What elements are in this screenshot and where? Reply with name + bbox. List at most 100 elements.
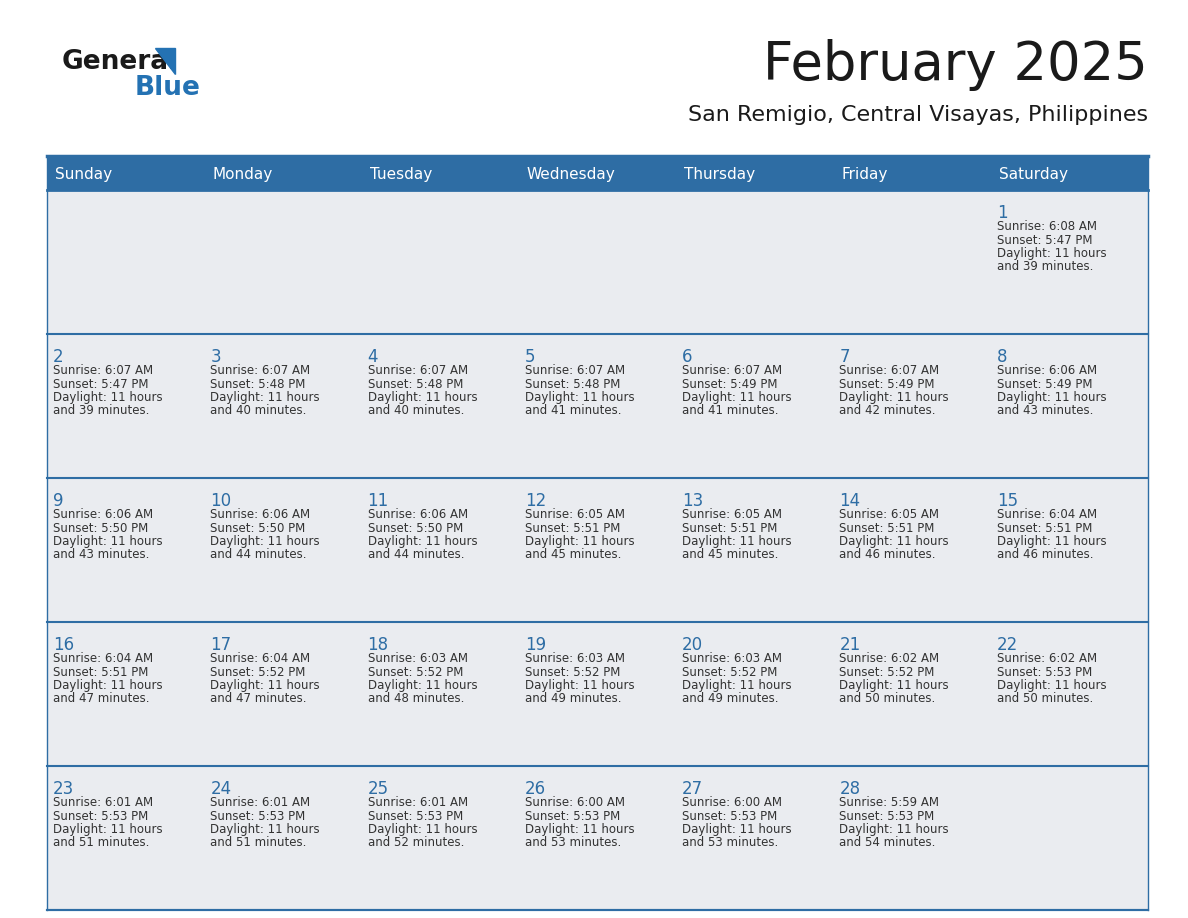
Bar bbox=[991, 334, 1148, 478]
Bar bbox=[361, 622, 519, 766]
Text: 3: 3 bbox=[210, 348, 221, 366]
Text: Sunrise: 6:07 AM: Sunrise: 6:07 AM bbox=[53, 364, 153, 377]
Text: Friday: Friday bbox=[841, 166, 887, 182]
Text: Sunset: 5:50 PM: Sunset: 5:50 PM bbox=[367, 521, 463, 534]
Text: Sunrise: 6:05 AM: Sunrise: 6:05 AM bbox=[840, 508, 940, 521]
Text: Sunset: 5:50 PM: Sunset: 5:50 PM bbox=[210, 521, 305, 534]
Text: Sunrise: 6:03 AM: Sunrise: 6:03 AM bbox=[367, 652, 468, 665]
Polygon shape bbox=[154, 48, 175, 74]
Text: Daylight: 11 hours: Daylight: 11 hours bbox=[997, 679, 1106, 692]
Text: Blue: Blue bbox=[135, 75, 201, 101]
Text: Sunrise: 6:01 AM: Sunrise: 6:01 AM bbox=[210, 796, 310, 809]
Text: General: General bbox=[62, 49, 178, 75]
Text: and 41 minutes.: and 41 minutes. bbox=[682, 405, 778, 418]
Bar bbox=[834, 478, 991, 622]
Text: Daylight: 11 hours: Daylight: 11 hours bbox=[682, 679, 791, 692]
Text: Sunset: 5:49 PM: Sunset: 5:49 PM bbox=[997, 377, 1092, 390]
Text: Sunset: 5:52 PM: Sunset: 5:52 PM bbox=[840, 666, 935, 678]
Text: San Remigio, Central Visayas, Philippines: San Remigio, Central Visayas, Philippine… bbox=[688, 105, 1148, 125]
Text: and 50 minutes.: and 50 minutes. bbox=[840, 692, 936, 706]
Text: Sunrise: 6:07 AM: Sunrise: 6:07 AM bbox=[840, 364, 940, 377]
Text: Daylight: 11 hours: Daylight: 11 hours bbox=[210, 823, 320, 836]
Text: Sunset: 5:53 PM: Sunset: 5:53 PM bbox=[367, 810, 463, 823]
Text: Daylight: 11 hours: Daylight: 11 hours bbox=[682, 823, 791, 836]
Text: Sunrise: 6:05 AM: Sunrise: 6:05 AM bbox=[682, 508, 782, 521]
Text: Sunrise: 5:59 AM: Sunrise: 5:59 AM bbox=[840, 796, 940, 809]
Text: Daylight: 11 hours: Daylight: 11 hours bbox=[210, 391, 320, 404]
Text: Sunrise: 6:07 AM: Sunrise: 6:07 AM bbox=[525, 364, 625, 377]
Text: Sunset: 5:48 PM: Sunset: 5:48 PM bbox=[525, 377, 620, 390]
Text: and 40 minutes.: and 40 minutes. bbox=[210, 405, 307, 418]
Text: Daylight: 11 hours: Daylight: 11 hours bbox=[210, 679, 320, 692]
Text: and 42 minutes.: and 42 minutes. bbox=[840, 405, 936, 418]
Bar bbox=[48, 158, 1148, 190]
Bar bbox=[48, 478, 204, 622]
Bar bbox=[48, 622, 204, 766]
Text: Sunrise: 6:01 AM: Sunrise: 6:01 AM bbox=[53, 796, 153, 809]
Text: Daylight: 11 hours: Daylight: 11 hours bbox=[53, 823, 163, 836]
Bar bbox=[834, 190, 991, 334]
Text: Sunset: 5:47 PM: Sunset: 5:47 PM bbox=[997, 233, 1092, 247]
Text: Daylight: 11 hours: Daylight: 11 hours bbox=[682, 391, 791, 404]
Bar bbox=[361, 334, 519, 478]
Text: Sunset: 5:51 PM: Sunset: 5:51 PM bbox=[840, 521, 935, 534]
Text: 21: 21 bbox=[840, 636, 860, 654]
Text: Sunset: 5:53 PM: Sunset: 5:53 PM bbox=[210, 810, 305, 823]
Text: and 51 minutes.: and 51 minutes. bbox=[53, 836, 150, 849]
Text: Saturday: Saturday bbox=[999, 166, 1068, 182]
Bar bbox=[48, 334, 204, 478]
Text: and 46 minutes.: and 46 minutes. bbox=[997, 548, 1093, 562]
Bar bbox=[676, 622, 834, 766]
Bar bbox=[834, 622, 991, 766]
Text: Sunset: 5:51 PM: Sunset: 5:51 PM bbox=[997, 521, 1092, 534]
Text: Daylight: 11 hours: Daylight: 11 hours bbox=[525, 679, 634, 692]
Text: Sunset: 5:48 PM: Sunset: 5:48 PM bbox=[210, 377, 305, 390]
Text: Sunrise: 6:07 AM: Sunrise: 6:07 AM bbox=[367, 364, 468, 377]
Bar bbox=[991, 478, 1148, 622]
Text: Sunset: 5:52 PM: Sunset: 5:52 PM bbox=[210, 666, 305, 678]
Text: Daylight: 11 hours: Daylight: 11 hours bbox=[367, 823, 478, 836]
Text: and 47 minutes.: and 47 minutes. bbox=[210, 692, 307, 706]
Text: 20: 20 bbox=[682, 636, 703, 654]
Text: and 43 minutes.: and 43 minutes. bbox=[53, 548, 150, 562]
Text: Sunset: 5:53 PM: Sunset: 5:53 PM bbox=[997, 666, 1092, 678]
Text: February 2025: February 2025 bbox=[763, 39, 1148, 91]
Text: 19: 19 bbox=[525, 636, 546, 654]
Text: 14: 14 bbox=[840, 492, 860, 510]
Text: Daylight: 11 hours: Daylight: 11 hours bbox=[840, 391, 949, 404]
Text: Daylight: 11 hours: Daylight: 11 hours bbox=[840, 823, 949, 836]
Bar bbox=[676, 190, 834, 334]
Text: and 54 minutes.: and 54 minutes. bbox=[840, 836, 936, 849]
Text: and 53 minutes.: and 53 minutes. bbox=[682, 836, 778, 849]
Text: and 40 minutes.: and 40 minutes. bbox=[367, 405, 465, 418]
Text: 24: 24 bbox=[210, 780, 232, 798]
Text: Daylight: 11 hours: Daylight: 11 hours bbox=[997, 391, 1106, 404]
Text: 13: 13 bbox=[682, 492, 703, 510]
Text: Daylight: 11 hours: Daylight: 11 hours bbox=[997, 535, 1106, 548]
Bar bbox=[361, 190, 519, 334]
Text: and 44 minutes.: and 44 minutes. bbox=[210, 548, 307, 562]
Text: 15: 15 bbox=[997, 492, 1018, 510]
Text: Daylight: 11 hours: Daylight: 11 hours bbox=[525, 535, 634, 548]
Text: Sunset: 5:47 PM: Sunset: 5:47 PM bbox=[53, 377, 148, 390]
Text: Monday: Monday bbox=[213, 166, 272, 182]
Text: 5: 5 bbox=[525, 348, 536, 366]
Text: Sunrise: 6:04 AM: Sunrise: 6:04 AM bbox=[210, 652, 310, 665]
Text: and 52 minutes.: and 52 minutes. bbox=[367, 836, 465, 849]
Text: Sunset: 5:50 PM: Sunset: 5:50 PM bbox=[53, 521, 148, 534]
Text: 18: 18 bbox=[367, 636, 388, 654]
Text: 12: 12 bbox=[525, 492, 546, 510]
Bar bbox=[48, 766, 204, 910]
Text: Sunrise: 6:04 AM: Sunrise: 6:04 AM bbox=[53, 652, 153, 665]
Text: 2: 2 bbox=[53, 348, 64, 366]
Text: Daylight: 11 hours: Daylight: 11 hours bbox=[682, 535, 791, 548]
Bar bbox=[204, 622, 361, 766]
Text: Sunrise: 6:07 AM: Sunrise: 6:07 AM bbox=[210, 364, 310, 377]
Text: Sunset: 5:51 PM: Sunset: 5:51 PM bbox=[682, 521, 777, 534]
Text: Daylight: 11 hours: Daylight: 11 hours bbox=[997, 247, 1106, 260]
Bar bbox=[834, 334, 991, 478]
Text: 4: 4 bbox=[367, 348, 378, 366]
Text: Daylight: 11 hours: Daylight: 11 hours bbox=[367, 535, 478, 548]
Text: 17: 17 bbox=[210, 636, 232, 654]
Bar bbox=[204, 190, 361, 334]
